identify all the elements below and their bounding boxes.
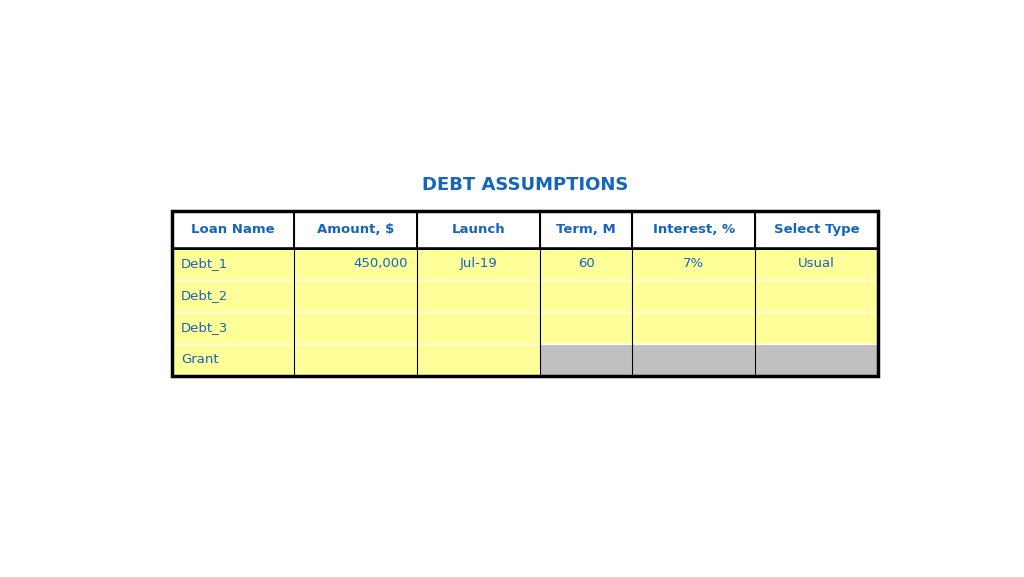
Text: Amount, $: Amount, $ [317, 223, 394, 236]
Bar [295, 312, 418, 344]
Bar [418, 211, 540, 248]
Bar [295, 280, 418, 312]
Text: Select Type: Select Type [774, 223, 859, 236]
Bar [172, 248, 295, 280]
Bar [418, 248, 540, 280]
Bar [540, 211, 632, 248]
Bar [540, 312, 632, 344]
Bar [632, 312, 755, 344]
Bar [755, 211, 878, 248]
Bar [540, 248, 632, 280]
Text: DEBT ASSUMPTIONS: DEBT ASSUMPTIONS [422, 175, 628, 194]
Bar [172, 312, 295, 344]
Bar [755, 280, 878, 312]
Text: Debt_2: Debt_2 [181, 289, 228, 302]
Bar [172, 211, 878, 213]
Text: Usual: Usual [798, 257, 835, 271]
Bar [418, 344, 540, 376]
Text: Loan Name: Loan Name [191, 223, 274, 236]
Bar [172, 248, 878, 250]
Bar [755, 312, 878, 344]
Bar [172, 211, 295, 248]
Text: Grant: Grant [181, 353, 219, 366]
Bar [418, 312, 540, 344]
Text: Debt_3: Debt_3 [181, 321, 228, 334]
Text: Debt_1: Debt_1 [181, 257, 228, 271]
Bar [172, 280, 295, 312]
Bar [632, 248, 755, 280]
Bar [172, 344, 295, 376]
Bar [632, 211, 755, 248]
Text: 7%: 7% [683, 257, 705, 271]
Bar [295, 211, 418, 248]
Text: Term, M: Term, M [556, 223, 616, 236]
Text: Jul-19: Jul-19 [460, 257, 498, 271]
Bar [632, 280, 755, 312]
Bar [418, 280, 540, 312]
Bar [540, 344, 632, 376]
Bar [295, 248, 418, 280]
Text: Interest, %: Interest, % [652, 223, 735, 236]
Text: 60: 60 [578, 257, 595, 271]
Text: 450,000: 450,000 [353, 257, 408, 271]
Bar [755, 248, 878, 280]
Bar [540, 280, 632, 312]
Bar [632, 344, 755, 376]
Bar [295, 344, 418, 376]
Text: Launch: Launch [452, 223, 506, 236]
Bar [755, 344, 878, 376]
